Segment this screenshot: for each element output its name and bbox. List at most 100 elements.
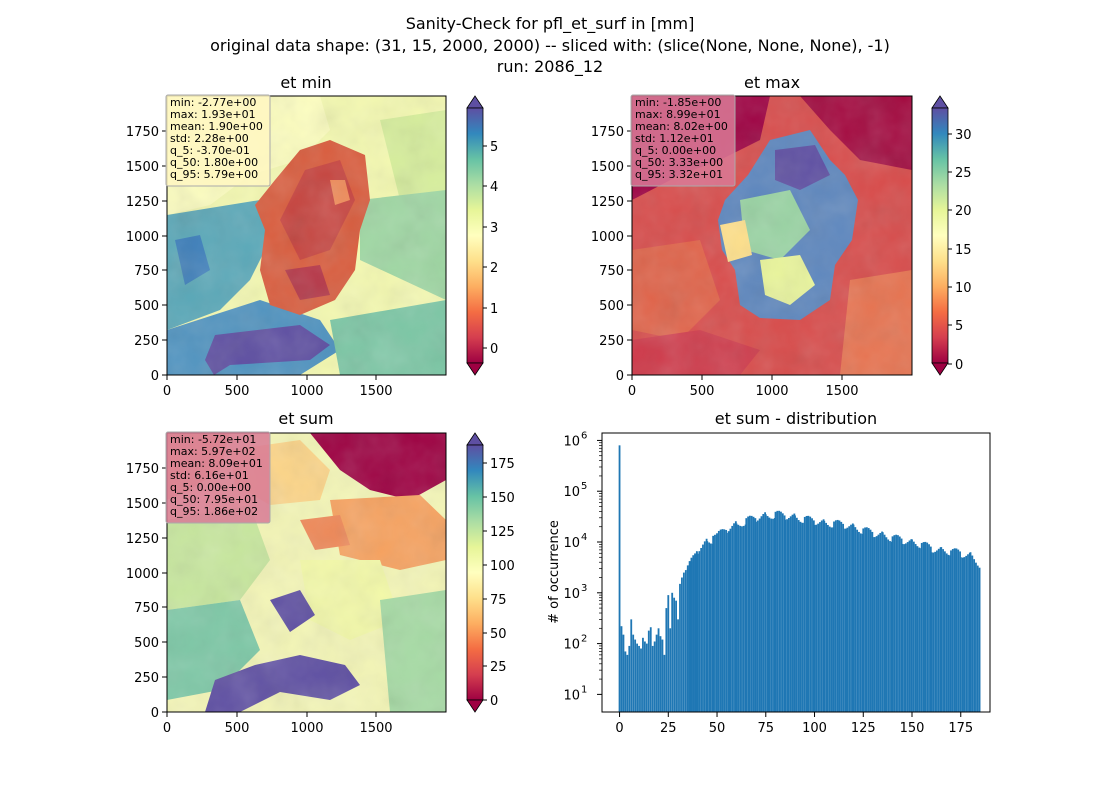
colorbar-tick-label: 100	[490, 559, 515, 574]
colorbar-tick-label: 30	[955, 128, 972, 143]
histogram-bar	[840, 521, 843, 712]
histogram-bar	[881, 532, 884, 712]
y-tick-label: 0	[151, 369, 159, 384]
histogram-bar	[667, 595, 670, 712]
histogram-bar	[733, 523, 735, 712]
y-tick-label: 500	[134, 636, 159, 651]
colorbar-tick-label: 0	[955, 358, 963, 373]
colorbar-tick-label: 150	[490, 491, 515, 506]
y-tick-label: 750	[134, 264, 159, 279]
histogram-bar	[838, 520, 841, 712]
histogram-bar	[950, 550, 952, 712]
histogram-bar	[636, 643, 638, 712]
histogram-bar	[703, 541, 706, 712]
stats-line: q_50: 7.95e+01	[170, 493, 258, 506]
histogram-bar	[634, 639, 637, 712]
x-tick-label: 100	[802, 721, 827, 736]
x-tick-label: 500	[690, 384, 715, 399]
histogram-bar	[719, 529, 722, 712]
stats-line: min: -2.77e+00	[170, 96, 256, 109]
histogram-bar	[727, 531, 730, 712]
histogram-bar	[797, 520, 800, 712]
y-tick-label: 10	[563, 536, 580, 551]
histogram-bar	[747, 516, 749, 712]
y-tick-label: 0	[151, 706, 159, 721]
histogram-bar	[628, 645, 631, 712]
y-tick-label: 1000	[126, 567, 159, 582]
x-axis: 0 500 1000 1500	[628, 375, 859, 399]
histogram-bar	[885, 537, 888, 712]
histogram-bar	[830, 527, 833, 712]
histogram-bar	[770, 518, 773, 712]
histogram-bar	[978, 567, 981, 712]
colorbar-extend-min	[466, 699, 484, 713]
histogram-bar	[815, 524, 818, 712]
histogram-bar	[833, 521, 835, 712]
histogram-bar	[702, 544, 704, 712]
y-tick-exponent: 4	[581, 532, 587, 543]
histogram-bar	[649, 627, 652, 712]
x-tick-label: 0	[628, 384, 636, 399]
histogram-bar	[844, 528, 847, 712]
histogram-bar	[618, 445, 621, 712]
histogram-bar	[780, 511, 782, 712]
x-tick-label: 75	[758, 721, 775, 736]
histogram-bar	[764, 514, 767, 712]
histogram-bar	[895, 534, 898, 712]
colorbar-tick-label: 50	[490, 627, 507, 642]
y-axis: 0 250 500 750 1000 1250 1500 1750	[591, 125, 632, 384]
histogram-bar	[813, 524, 816, 712]
y-tick-label: 10	[563, 434, 580, 449]
histogram-bar	[864, 527, 866, 712]
histogram-bar	[922, 542, 925, 712]
histogram-bar	[725, 532, 728, 712]
y-tick-label: 250	[134, 334, 159, 349]
x-axis: 0 500 1000 1500	[163, 712, 393, 736]
histogram-bar	[965, 555, 968, 712]
histogram-bar	[677, 619, 679, 712]
x-tick-label: 25	[660, 721, 677, 736]
histogram-bar	[877, 534, 880, 712]
histogram-bar	[805, 515, 808, 712]
histogram-bar	[975, 562, 977, 712]
colorbar-tick-label: 0	[490, 694, 498, 709]
histogram-bar	[906, 542, 909, 712]
y-tick-label: 500	[134, 299, 159, 314]
histogram-bar	[645, 643, 648, 712]
x-tick-label: 500	[225, 384, 250, 399]
y-tick-label: 750	[134, 601, 159, 616]
y-tick-label: 1750	[591, 125, 624, 140]
panel-title: et min	[280, 73, 331, 92]
histogram-bar	[859, 533, 862, 712]
histogram-bar	[752, 516, 755, 712]
histogram-bar	[873, 537, 876, 712]
histogram-bar	[712, 535, 715, 712]
histogram-bar	[898, 536, 901, 712]
histogram-bar	[920, 542, 923, 712]
histogram-bar	[916, 546, 919, 712]
y-tick-label: 10	[563, 587, 580, 602]
histogram-bar	[749, 515, 751, 712]
histogram-bar	[745, 518, 748, 712]
histogram-bar	[911, 539, 913, 712]
colorbar-tick-label: 25	[955, 166, 972, 181]
y-tick-label: 500	[599, 299, 624, 314]
histogram-bar	[762, 513, 765, 712]
stats-line: std: 1.12e+01	[635, 132, 714, 145]
histogram-bar	[854, 527, 857, 712]
histogram-bar	[908, 540, 911, 712]
histogram-bar	[739, 525, 742, 712]
histogram-bar	[682, 572, 685, 712]
colorbar-tick-label: 2	[490, 261, 498, 276]
colorbar-tick-label: 10	[955, 281, 972, 296]
histogram-bar	[820, 520, 823, 712]
stats-line: min: -5.72e+01	[170, 433, 256, 446]
colorbar: 0 1 2 3 4 5	[466, 95, 498, 376]
x-tick-label: 500	[225, 721, 250, 736]
histogram-bar	[756, 520, 759, 712]
histogram-bar	[647, 630, 650, 712]
colorbar-tick-label: 25	[490, 660, 507, 675]
histogram-bar	[836, 519, 839, 712]
histogram-bars	[618, 445, 981, 712]
histogram-bar	[848, 526, 851, 712]
